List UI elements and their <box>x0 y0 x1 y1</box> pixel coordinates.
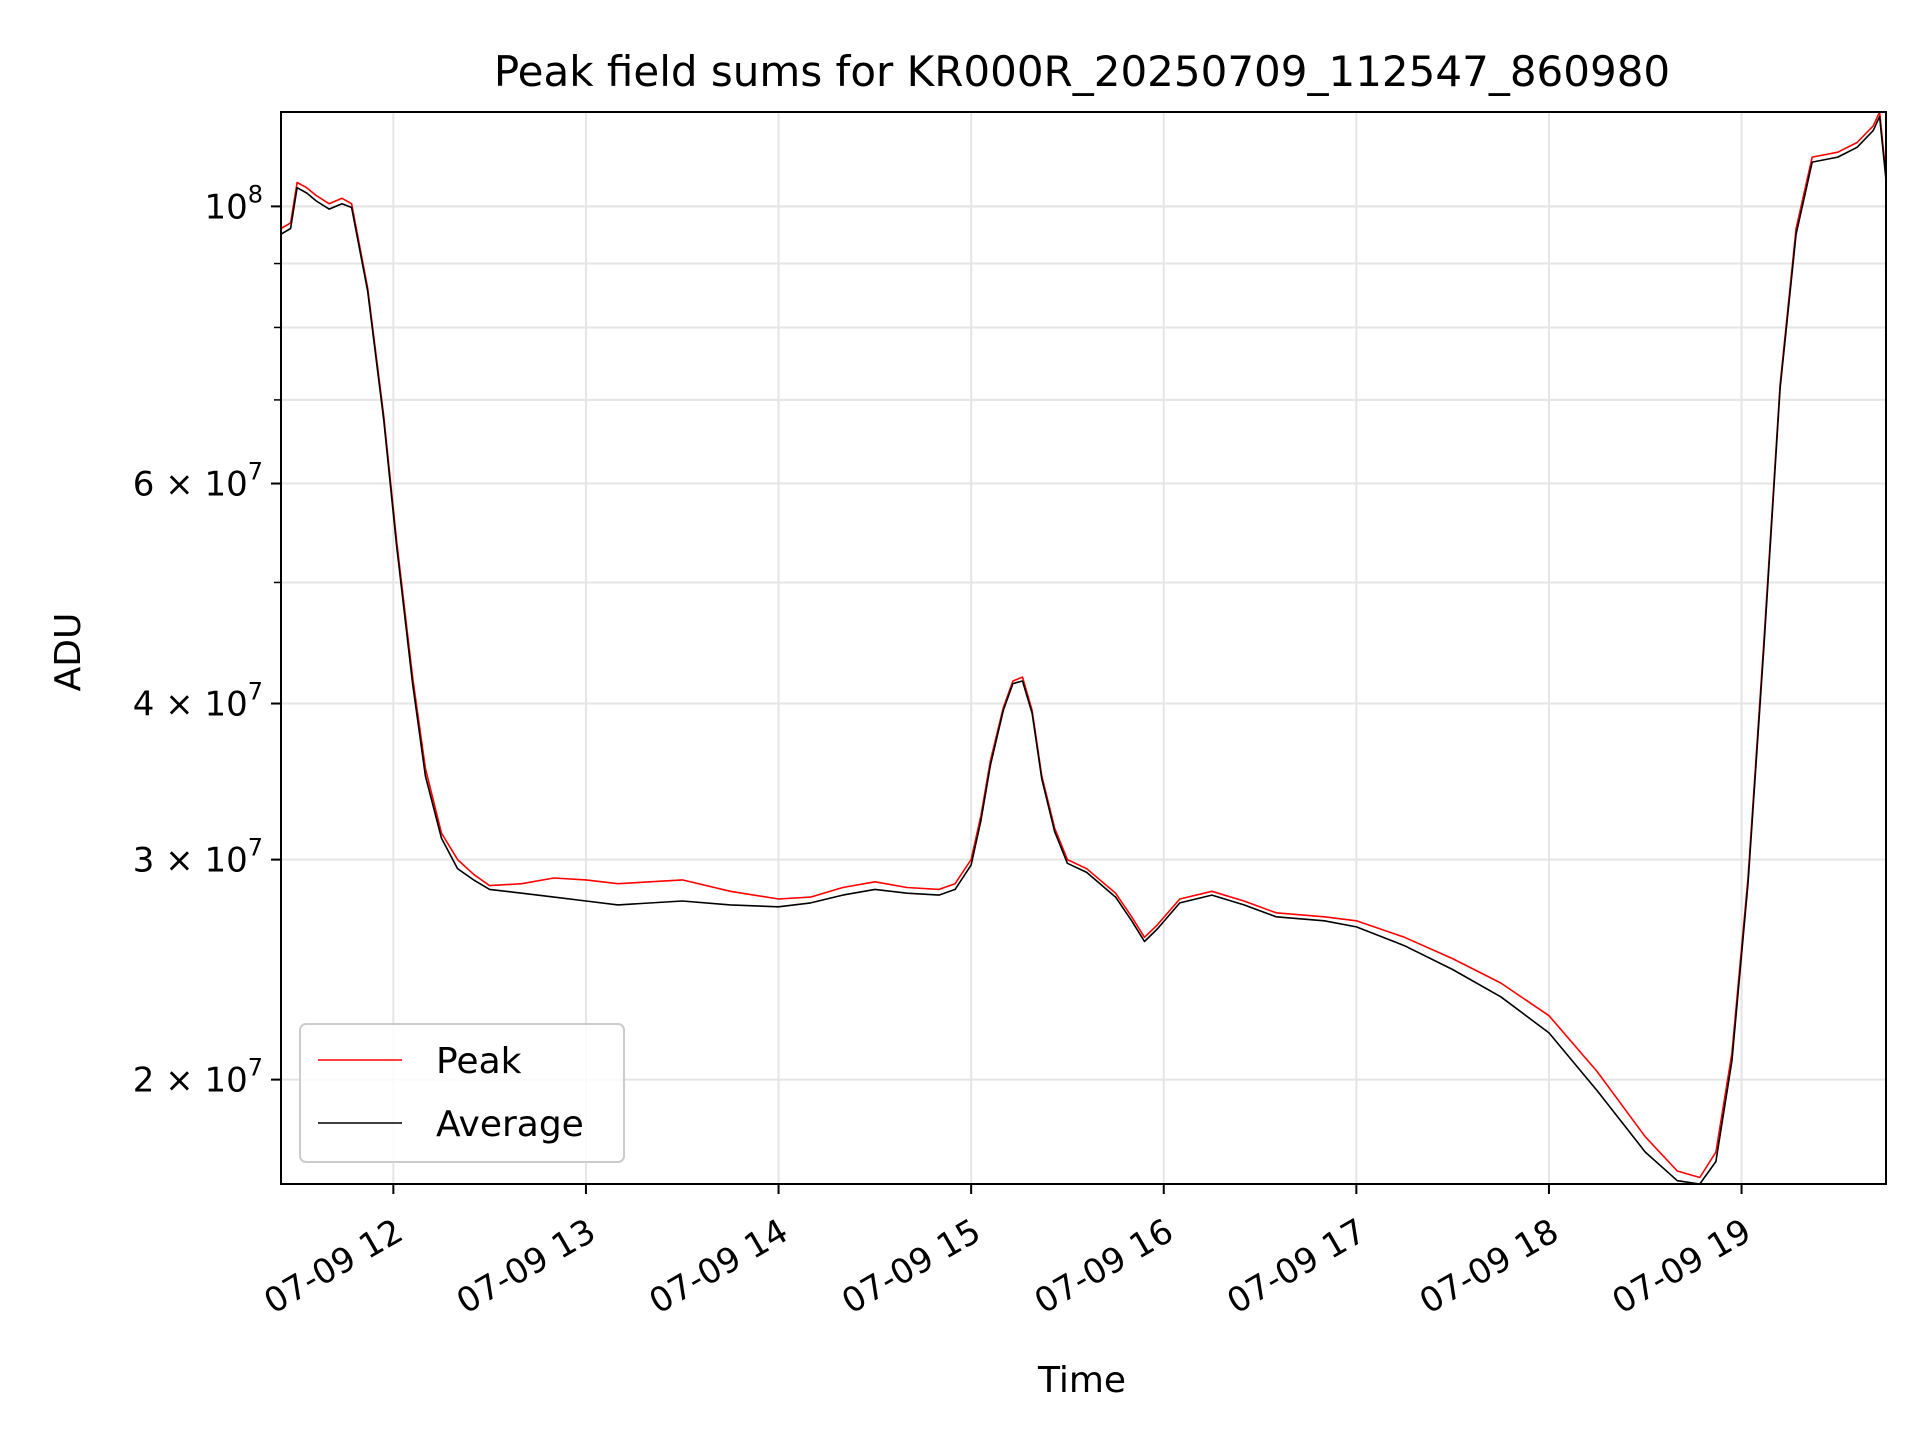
y-tick-label: 4 × 107 <box>133 678 263 725</box>
y-tick-label: 3 × 107 <box>133 834 263 881</box>
legend-box <box>299 1023 625 1163</box>
legend-label-peak: Peak <box>436 1041 522 1082</box>
y-axis-label: ADU <box>48 613 89 692</box>
y-tick-mantissa: 2 <box>133 1061 155 1101</box>
legend-label-average: Average <box>436 1104 584 1145</box>
y-tick-exponent: 8 <box>248 180 263 208</box>
series-layer <box>280 111 1887 1185</box>
series-line-peak <box>280 111 1887 1179</box>
y-tick-label: 108 <box>204 180 263 227</box>
chart-title: Peak field sums for KR000R_20250709_1125… <box>494 47 1670 96</box>
y-tick-label: 2 × 107 <box>133 1054 263 1101</box>
y-tick-exponent: 7 <box>248 458 263 486</box>
series-line-average <box>280 115 1887 1185</box>
y-tick-exponent: 7 <box>248 1054 263 1082</box>
y-tick-mantissa: 3 <box>133 841 155 881</box>
legend: Peak Average <box>299 1023 625 1163</box>
y-tick-exponent: 7 <box>248 834 263 862</box>
y-axis: 2 × 107 3 × 107 4 × 107 6 × 107 108 <box>133 180 281 1101</box>
x-axis-label: Time <box>1037 1360 1126 1401</box>
y-tick-mantissa: 6 <box>133 465 155 505</box>
y-tick-mantissa: 4 <box>133 685 155 725</box>
grid <box>281 112 1886 1184</box>
y-tick-exponent: 7 <box>248 678 263 706</box>
y-tick-label: 6 × 107 <box>133 458 263 505</box>
plot-frame <box>280 111 1887 1185</box>
